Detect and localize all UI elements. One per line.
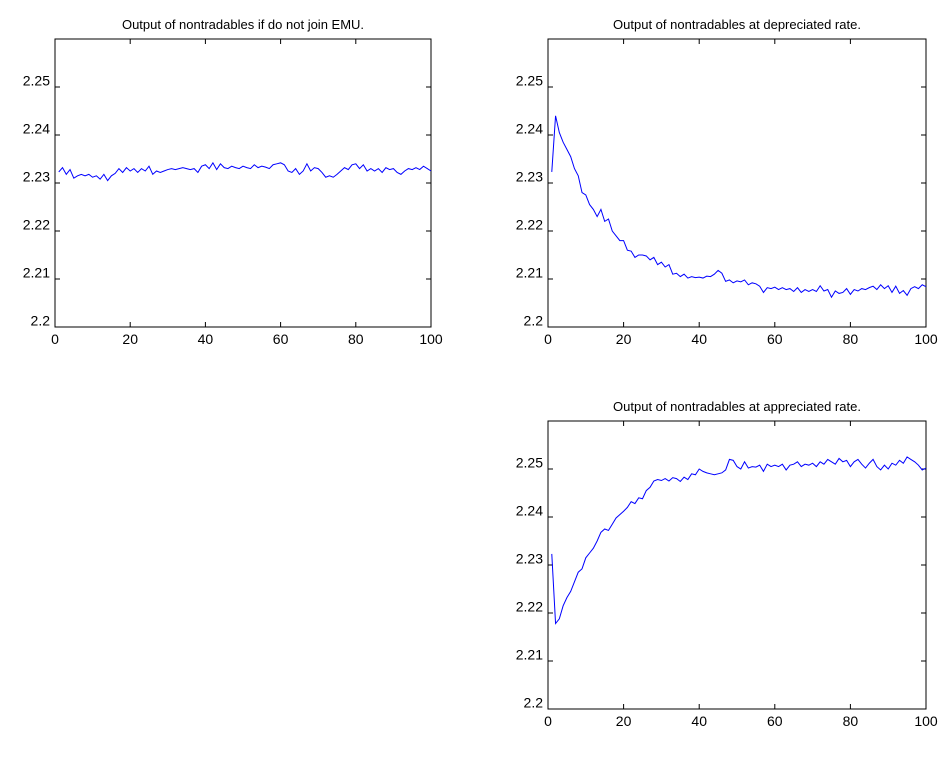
subplot: Output of nontradables if do not join EM… [23, 17, 443, 347]
y-tick-label: 2.2 [524, 695, 544, 711]
y-tick-label: 2.2 [31, 313, 51, 329]
y-tick-label: 2.24 [516, 121, 543, 137]
y-tick-label: 2.24 [516, 503, 543, 519]
x-tick-label: 20 [616, 713, 632, 729]
x-tick-label: 20 [122, 331, 138, 347]
x-tick-label: 40 [691, 713, 707, 729]
data-line [551, 115, 927, 299]
y-tick-label: 2.22 [23, 217, 50, 233]
y-tick-label: 2.21 [516, 265, 543, 281]
axes-box [547, 38, 927, 328]
y-tick-label: 2.25 [516, 73, 543, 89]
x-tick-label: 100 [419, 331, 443, 347]
y-tick-label: 2.21 [23, 265, 50, 281]
x-tick-label: 20 [616, 331, 632, 347]
x-tick-label: 100 [914, 331, 938, 347]
x-tick-label: 0 [51, 331, 59, 347]
data-line [58, 161, 432, 182]
chart-title: Output of nontradables if do not join EM… [122, 17, 364, 32]
x-tick-label: 40 [691, 331, 707, 347]
y-tick-label: 2.2 [524, 313, 544, 329]
x-tick-label: 80 [348, 331, 364, 347]
x-tick-label: 60 [273, 331, 289, 347]
x-tick-label: 0 [544, 713, 552, 729]
subplot: Output of nontradables at appreciated ra… [516, 399, 938, 729]
x-tick-label: 40 [198, 331, 214, 347]
y-tick-label: 2.24 [23, 121, 50, 137]
y-tick-label: 2.23 [516, 551, 543, 567]
y-tick-label: 2.23 [516, 169, 543, 185]
axes-box [547, 420, 927, 710]
x-tick-label: 0 [544, 331, 552, 347]
chart-title: Output of nontradables at appreciated ra… [613, 399, 861, 414]
x-tick-label: 80 [843, 713, 859, 729]
data-line [551, 456, 927, 625]
chart-title: Output of nontradables at depreciated ra… [613, 17, 861, 32]
subplot: Output of nontradables at depreciated ra… [516, 17, 938, 347]
y-tick-label: 2.25 [23, 73, 50, 89]
x-tick-label: 80 [843, 331, 859, 347]
x-tick-label: 100 [914, 713, 938, 729]
x-tick-label: 60 [767, 713, 783, 729]
y-tick-label: 2.21 [516, 647, 543, 663]
axes-box [54, 38, 432, 328]
y-tick-label: 2.22 [516, 599, 543, 615]
y-tick-label: 2.22 [516, 217, 543, 233]
y-tick-label: 2.23 [23, 169, 50, 185]
y-tick-label: 2.25 [516, 455, 543, 471]
x-tick-label: 60 [767, 331, 783, 347]
